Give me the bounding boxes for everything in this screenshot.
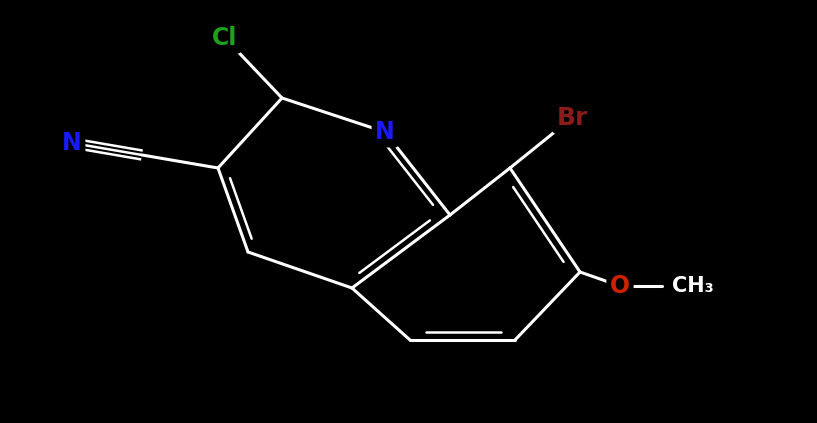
Text: CH₃: CH₃ bbox=[672, 276, 714, 296]
Text: Cl: Cl bbox=[212, 26, 238, 50]
Text: Br: Br bbox=[556, 106, 587, 130]
Text: N: N bbox=[62, 131, 82, 155]
Text: N: N bbox=[375, 120, 395, 144]
Text: O: O bbox=[610, 274, 630, 298]
